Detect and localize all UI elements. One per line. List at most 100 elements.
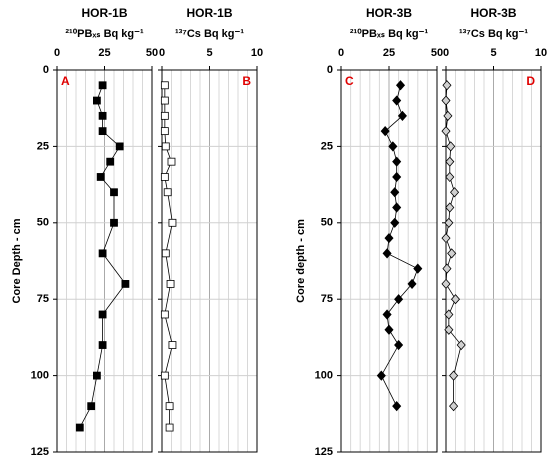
x-tick-label: 25 [383, 47, 395, 59]
marker [444, 309, 454, 320]
panel-letter: D [526, 74, 535, 88]
marker [96, 173, 105, 181]
panel-letter: A [61, 74, 70, 88]
marker [163, 188, 172, 197]
marker [394, 339, 404, 351]
marker [165, 423, 174, 432]
x-tick-label: 5 [490, 47, 496, 59]
marker [384, 232, 394, 244]
y-tick-label: 0 [43, 64, 49, 76]
marker [384, 324, 394, 335]
profile-line [164, 85, 173, 428]
x-tick-label: 0 [443, 47, 449, 59]
x-tick-label: 10 [535, 47, 547, 59]
marker [168, 218, 177, 227]
x-tick-label: 0 [338, 47, 344, 59]
marker [98, 249, 107, 258]
marker [450, 294, 461, 305]
panel-letter: C [345, 74, 354, 88]
x-tick-label: 50 [431, 47, 443, 59]
marker [388, 141, 398, 152]
marker [445, 156, 455, 167]
x-tick-label: 0 [159, 47, 165, 59]
x-tick-label: 0 [54, 47, 60, 59]
x-axis-label: ²¹⁰PBₓₛ Bq kg⁻¹ [350, 28, 429, 40]
marker [392, 171, 402, 183]
marker [382, 248, 392, 259]
marker [160, 173, 169, 181]
x-axis-label: ¹³⁷Cs Bq kg⁻¹ [459, 28, 528, 40]
panel-title: HOR-1B [81, 6, 127, 20]
marker [442, 263, 452, 274]
x-tick-label: 25 [98, 47, 110, 59]
marker [166, 280, 175, 288]
panel-title: HOR-3B [470, 6, 516, 20]
marker [380, 126, 390, 137]
marker [443, 110, 453, 121]
marker [450, 187, 460, 198]
x-axis-label: ²¹⁰PBₓₛ Bq kg⁻¹ [65, 28, 144, 40]
y-tick-label: 100 [31, 370, 49, 382]
marker [444, 324, 454, 335]
plot-frame [340, 69, 438, 453]
plot-frame [161, 69, 258, 453]
y-tick-label: 75 [321, 293, 333, 305]
marker [160, 371, 169, 380]
marker [444, 217, 454, 228]
y-tick-label: 0 [327, 64, 333, 76]
marker [394, 294, 404, 305]
marker [160, 310, 169, 319]
plot-frame [445, 69, 542, 453]
marker [93, 371, 101, 380]
x-tick-label: 10 [251, 47, 263, 59]
marker [445, 171, 455, 183]
marker [110, 188, 118, 197]
profile-line [79, 85, 126, 428]
marker [456, 339, 466, 351]
marker [382, 309, 392, 320]
marker [160, 111, 169, 120]
y-axis-label: Core Depth - cm [11, 218, 23, 303]
panel-title: HOR-1B [186, 6, 232, 20]
y-tick-label: 50 [37, 217, 49, 229]
marker [93, 96, 101, 105]
marker [407, 278, 417, 290]
marker [449, 401, 459, 412]
marker [106, 157, 115, 166]
y-tick-label: 25 [37, 140, 49, 152]
marker [160, 96, 169, 105]
y-tick-label: 50 [321, 217, 333, 229]
y-tick-label: 25 [321, 140, 333, 152]
y-tick-label: 125 [31, 446, 49, 458]
marker [87, 402, 96, 411]
marker [121, 280, 130, 288]
marker [446, 141, 456, 152]
marker [98, 310, 107, 319]
marker [160, 127, 169, 136]
panel-title: HOR-3B [366, 6, 412, 20]
marker [395, 80, 406, 91]
marker [390, 217, 400, 228]
marker [160, 81, 169, 90]
marker [445, 202, 455, 213]
y-tick-label: 75 [37, 293, 49, 305]
y-axis-label: Core depth - cm [295, 219, 307, 303]
marker [98, 81, 107, 90]
y-tick-label: 125 [315, 446, 333, 458]
marker [98, 127, 107, 136]
x-tick-label: 50 [146, 47, 158, 59]
x-tick-label: 5 [206, 47, 212, 59]
marker [392, 95, 402, 106]
marker [447, 248, 457, 259]
marker [98, 341, 107, 349]
marker [397, 110, 407, 121]
marker [115, 142, 124, 151]
marker [413, 263, 423, 274]
marker [110, 218, 118, 227]
marker [441, 278, 451, 290]
marker [392, 156, 402, 167]
marker [449, 370, 459, 381]
panel-letter: B [242, 74, 251, 88]
marker [376, 370, 386, 381]
